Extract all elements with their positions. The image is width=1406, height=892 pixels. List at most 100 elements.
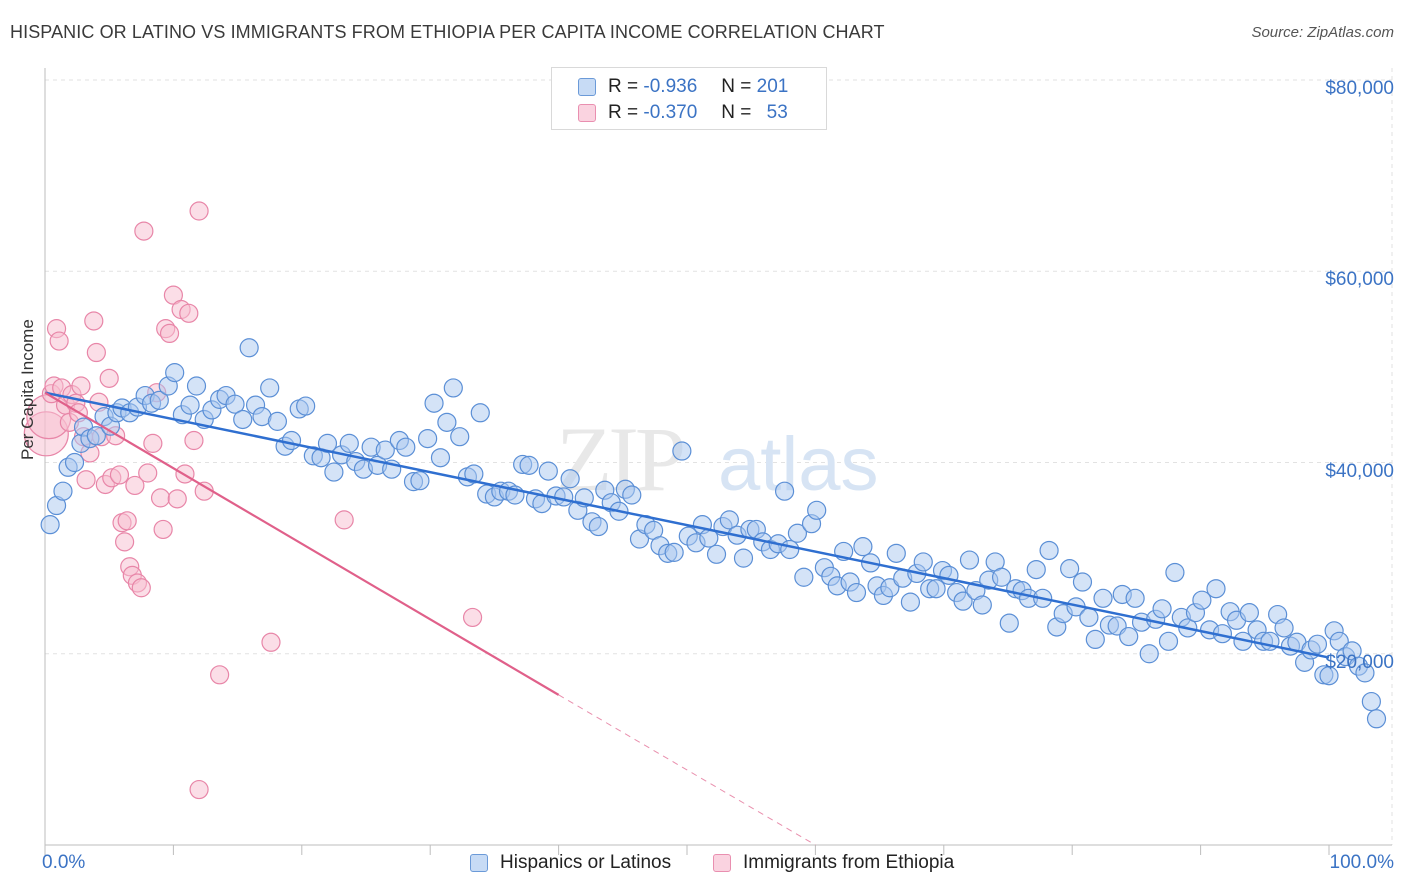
hispanic-point	[464, 464, 484, 484]
hispanic-point	[1039, 540, 1059, 561]
hispanic-point	[846, 582, 867, 603]
hispanic-point	[317, 433, 338, 453]
ethiopia-trend-line	[44, 391, 560, 696]
ethiopia-point	[150, 488, 171, 508]
hispanic-point	[880, 578, 900, 598]
hispanic-point	[296, 396, 316, 416]
ethiopia-point	[189, 779, 209, 800]
hispanic-point	[853, 537, 873, 557]
hispanic-points	[40, 338, 1387, 729]
hispanic-point	[560, 469, 580, 489]
hispanic-point	[1026, 559, 1046, 580]
hispanic-point	[86, 426, 106, 446]
source-label: Source: ZipAtlas.com	[1251, 24, 1394, 41]
hispanic-point	[1307, 634, 1328, 654]
hispanic-point	[926, 579, 946, 599]
hispanic-point	[40, 515, 60, 535]
legend-r-label: R =	[608, 102, 639, 123]
hispanic-point	[913, 552, 933, 572]
ethiopia-point	[71, 376, 91, 396]
stats-legend-row-ethiopia: R = -0.370 N = 53	[578, 100, 788, 126]
hispanic-point	[1361, 691, 1381, 712]
hispanic-point	[1060, 559, 1080, 579]
ethiopia-point	[125, 475, 145, 496]
hispanic-point	[1192, 590, 1212, 610]
bottom-legend-swatch-pink	[713, 854, 731, 872]
bottom-legend-label: Immigrants from Ethiopia	[743, 852, 955, 873]
hispanic-point	[375, 440, 395, 460]
trend-lines	[44, 391, 1330, 846]
hispanic-point	[991, 567, 1012, 587]
hispanic-point	[470, 403, 490, 423]
axes	[44, 68, 1392, 855]
hispanic-point	[450, 427, 470, 447]
hispanic-point	[1152, 599, 1172, 619]
stats-legend: R = -0.936 N = 201 R = -0.370 N = 53	[551, 67, 827, 130]
hispanic-point	[418, 428, 438, 449]
legend-r-value: -0.936	[643, 76, 698, 97]
ethiopia-point	[84, 311, 104, 331]
hispanic-point	[1093, 588, 1113, 608]
bottom-legend-ethiopia: Immigrants from Ethiopia	[713, 852, 954, 874]
hispanic-point	[886, 543, 906, 563]
hispanic-point	[281, 430, 302, 451]
hispanic-point	[519, 455, 539, 475]
hispanic-point	[1085, 629, 1105, 650]
ethiopia-point	[189, 201, 209, 221]
hispanic-point	[900, 592, 921, 612]
hispanic-point	[424, 393, 444, 413]
legend-swatch-blue	[578, 78, 596, 96]
hispanic-point	[1165, 562, 1185, 583]
hispanic-point	[1072, 572, 1093, 592]
hispanic-point	[622, 485, 642, 505]
hispanic-point	[538, 461, 558, 481]
ethiopia-point	[131, 578, 151, 598]
ethiopia-trend-extension	[558, 694, 816, 846]
ethiopia-points	[23, 201, 483, 800]
y-tick-label: $80,000	[1325, 78, 1394, 99]
ethiopia-point	[86, 342, 106, 363]
hispanic-point	[794, 567, 814, 587]
ethiopia-point	[138, 463, 158, 483]
hispanic-point	[1079, 607, 1099, 628]
hispanic-point	[672, 441, 692, 461]
hispanic-point	[733, 548, 754, 568]
y-tick-label: $40,000	[1325, 460, 1394, 482]
watermark-atlas: atlas	[718, 422, 879, 507]
hispanic-point	[180, 395, 200, 415]
hispanic-point	[225, 394, 245, 414]
hispanic-point	[430, 448, 451, 468]
hispanic-point	[706, 544, 727, 564]
x-tick-max: 100.0%	[1329, 852, 1394, 873]
hispanic-point	[959, 550, 980, 570]
hispanic-point	[1139, 644, 1159, 664]
hispanic-point	[339, 433, 359, 453]
hispanic-point	[1158, 631, 1179, 651]
hispanic-point	[64, 452, 85, 473]
ethiopia-point	[115, 532, 135, 552]
hispanic-point	[396, 437, 416, 457]
ethiopia-point	[210, 665, 230, 685]
stats-legend-row-hispanic: R = -0.936 N = 201	[578, 74, 788, 100]
hispanic-point	[972, 595, 992, 615]
ethiopia-point	[99, 368, 119, 388]
ethiopia-point	[184, 430, 204, 451]
ethiopia-point	[49, 331, 69, 351]
hispanic-point	[186, 376, 207, 396]
legend-n-label: N =	[721, 102, 752, 123]
chart-title: HISPANIC OR LATINO VS IMMIGRANTS FROM ET…	[10, 22, 885, 42]
hispanic-point	[165, 363, 185, 383]
legend-r-value: -0.370	[643, 102, 698, 123]
hispanic-point	[774, 481, 795, 501]
ethiopia-point	[462, 607, 483, 628]
legend-n-value: 201	[756, 76, 789, 97]
hispanic-point	[953, 591, 973, 611]
hispanic-point	[554, 487, 574, 507]
ethiopia-point	[109, 465, 130, 485]
hispanic-point	[1366, 709, 1387, 729]
watermark: ZIP atlas	[556, 408, 879, 510]
hispanic-point	[1319, 666, 1339, 686]
hispanic-point	[719, 510, 739, 530]
hispanic-point	[1125, 588, 1145, 608]
